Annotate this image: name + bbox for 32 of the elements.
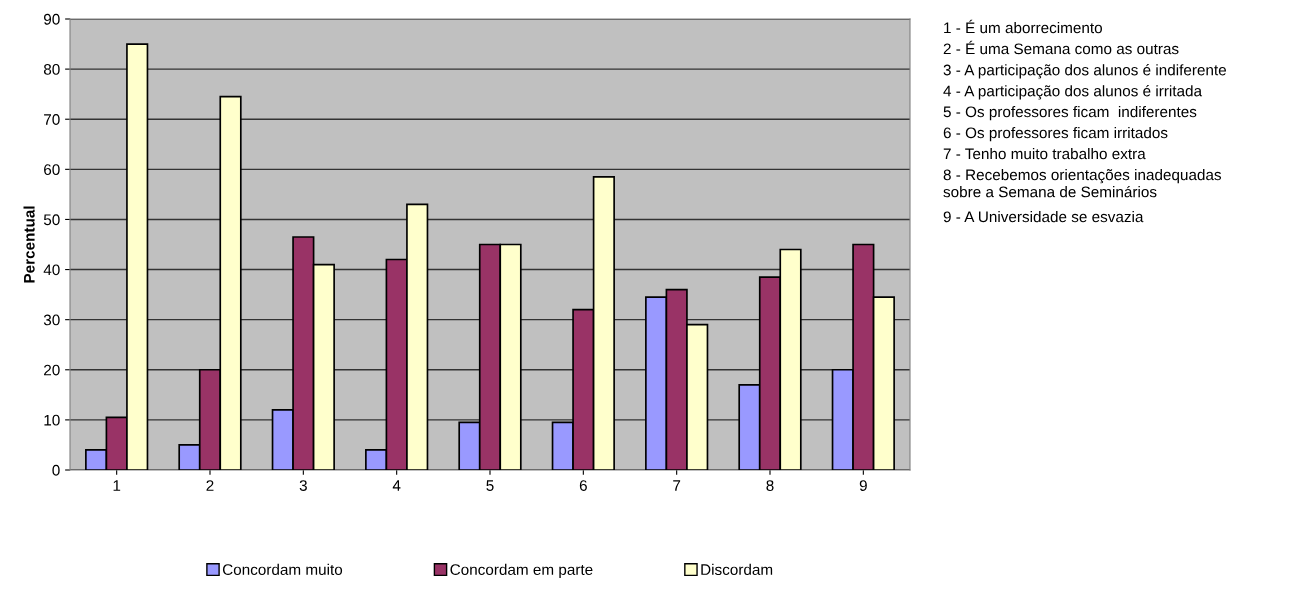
x-tick-label: 8 — [766, 480, 774, 491]
legend-label: Concordam muito — [222, 563, 343, 575]
legend-label: Concordam em parte — [450, 563, 593, 579]
text: 5 - Os professores ficam indiferentes — [943, 106, 1197, 121]
text: 7 - Tenho muito trabalho extra — [943, 148, 1146, 160]
text: 2 - É uma Semana como as outras — [943, 40, 1179, 55]
y-tick-label: 30 — [43, 314, 60, 326]
y-tick-label: 70 — [44, 114, 60, 125]
x-tick-label: 9 — [859, 480, 867, 491]
y-tick-label: 40 — [43, 264, 60, 276]
y-tick-label: 80 — [43, 63, 60, 75]
x-tick-label: 3 — [299, 480, 307, 491]
x-tick-label: 7 — [673, 480, 681, 491]
y-tick-label: 10 — [44, 414, 60, 426]
x-tick-label: 6 — [579, 480, 587, 491]
legend-label: Discordam — [701, 563, 773, 575]
x-tick-label: 1 — [113, 480, 121, 491]
text: 3 - A participação dos alunos é indiferente — [943, 64, 1226, 79]
text: 8 - Recebemos orientações inadequadas sobre a Semana de Seminários — [943, 169, 1222, 198]
x-tick-label: 2 — [206, 480, 214, 491]
y-axis-title: Percentual — [23, 206, 35, 283]
y-tick-label: 90 — [44, 13, 60, 25]
text: 1 - É um aborrecimento — [944, 19, 1102, 34]
x-tick-label: 4 — [392, 480, 401, 491]
y-tick-label: 60 — [44, 164, 60, 176]
text: 4 - A participação dos alunos é irritada — [943, 85, 1203, 100]
x-tick-label: 5 — [486, 480, 494, 491]
y-tick-label: 0 — [52, 464, 60, 476]
text: 9 - A Universidade se esvazia — [943, 211, 1144, 223]
y-tick-label: 50 — [43, 214, 60, 226]
y-tick-label: 20 — [44, 364, 60, 376]
text: 6 - Os professores ficam irritados — [943, 127, 1168, 142]
